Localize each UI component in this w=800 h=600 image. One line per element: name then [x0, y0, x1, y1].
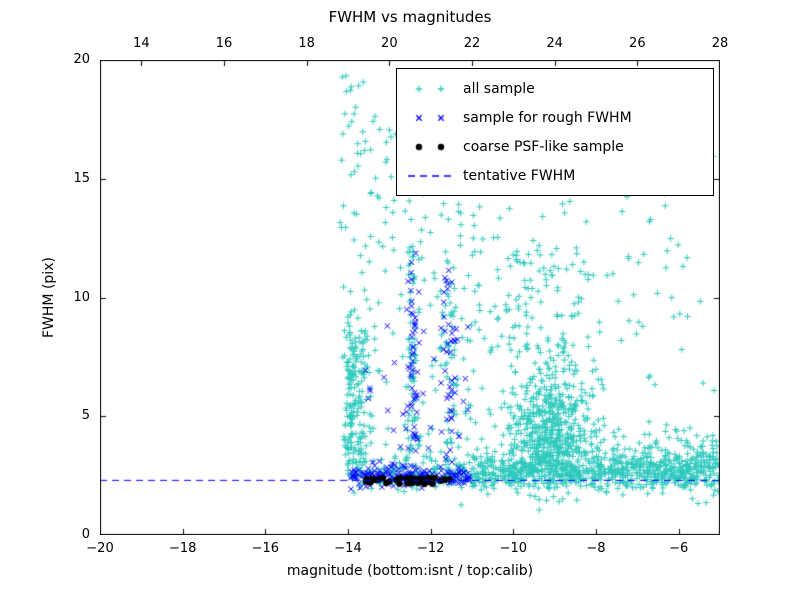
- x-tick-label-bottom: −8: [586, 541, 606, 556]
- x-tick-label-bottom: −16: [251, 541, 280, 556]
- legend-item-psf-sample: coarse PSF-like sample: [406, 132, 704, 161]
- y-tick-label: 10: [73, 289, 90, 305]
- x-tick-label-top: 16: [215, 36, 233, 51]
- x-tick-label-bottom: −6: [669, 541, 689, 556]
- legend-label: sample for rough FWHM: [463, 109, 632, 126]
- plus-marker-icon: [406, 79, 454, 98]
- legend-label: coarse PSF-like sample: [463, 138, 624, 155]
- dashed-line-icon: [406, 166, 454, 185]
- plot-area: all sample sample for rough FWHM coarse …: [100, 60, 720, 535]
- dot-marker-icon: [406, 137, 454, 156]
- x-tick-label-top: 26: [629, 36, 646, 51]
- x-tick-label-top: 14: [133, 36, 150, 51]
- y-tick-label: 5: [81, 408, 90, 424]
- x-tick-label-bottom: −20: [86, 541, 114, 556]
- legend-item-all-sample: all sample: [406, 74, 704, 103]
- legend-label: all sample: [463, 80, 535, 97]
- x-tick-label-top: 24: [546, 36, 563, 51]
- x-tick-label-bottom: −18: [168, 541, 197, 556]
- x-tick-label-top: 28: [711, 36, 729, 51]
- y-tick-label: 20: [73, 52, 90, 67]
- y-tick-label: 0: [81, 527, 90, 542]
- x-marker-icon: [406, 108, 454, 127]
- chart-title: FWHM vs magnitudes: [328, 8, 492, 26]
- x-tick-label-top: 20: [381, 36, 398, 51]
- legend-label: tentative FWHM: [463, 167, 576, 184]
- x-tick-label-top: 18: [298, 36, 315, 51]
- x-tick-label-bottom: −10: [499, 541, 528, 556]
- x-tick-label-bottom: −12: [416, 541, 445, 556]
- legend-item-rough-fwhm: sample for rough FWHM: [406, 103, 704, 132]
- y-tick-label: 15: [73, 170, 90, 186]
- x-tick-label-bottom: −14: [334, 541, 362, 556]
- x-axis-label: magnitude (bottom:isnt / top:calib): [286, 563, 534, 579]
- legend: all sample sample for rough FWHM coarse …: [396, 68, 714, 196]
- legend-item-tentative-fwhm: tentative FWHM: [406, 161, 704, 190]
- x-tick-label-top: 22: [463, 36, 481, 51]
